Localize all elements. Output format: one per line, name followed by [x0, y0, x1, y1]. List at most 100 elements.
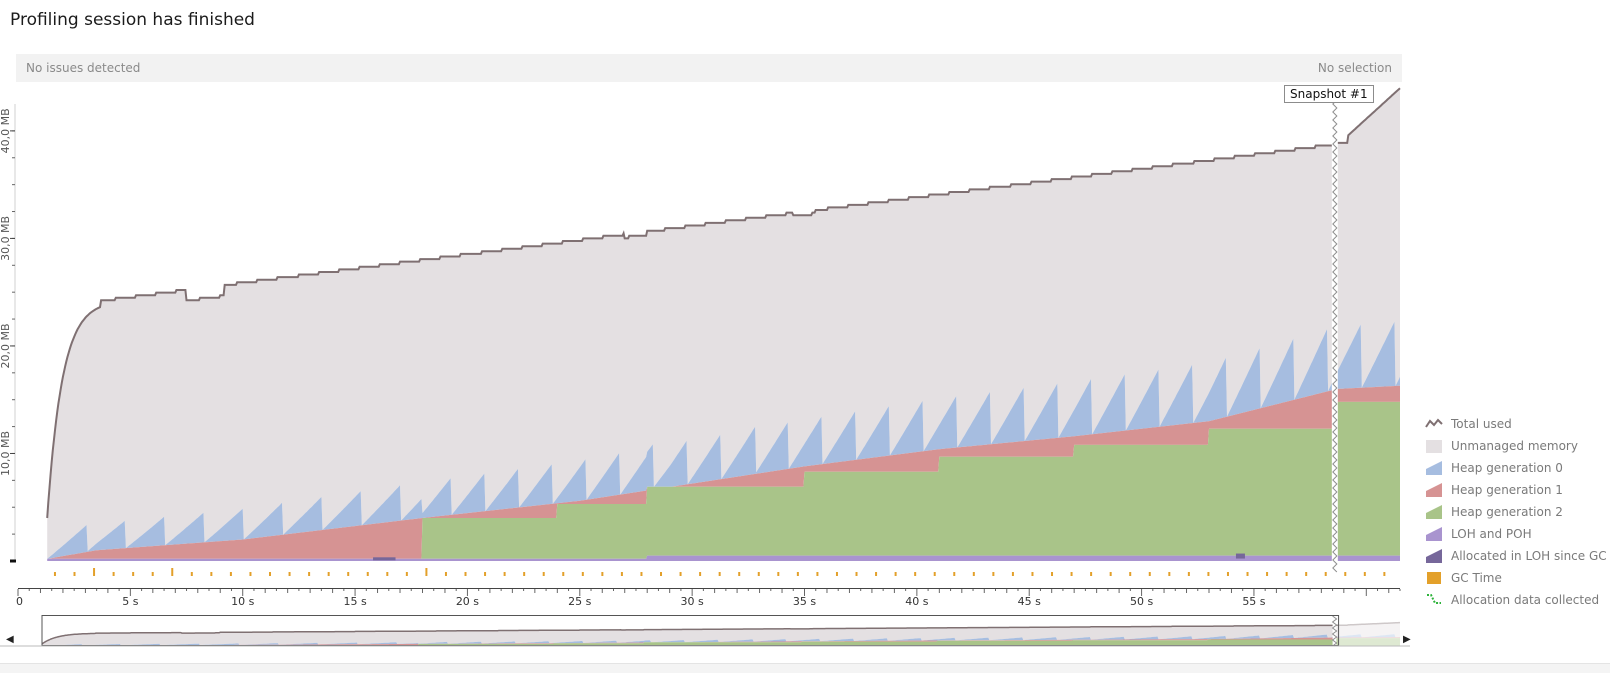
gc-time-mark: [523, 572, 526, 576]
scroll-left-icon[interactable]: ◀: [6, 634, 14, 645]
heap-gen2-icon: [1426, 505, 1442, 519]
gc-time-mark: [405, 572, 408, 576]
legend-item: Allocated in LOH since GC: [1425, 545, 1607, 567]
legend-item: LOH and POH: [1425, 523, 1607, 545]
time-tick-label: 20 s: [456, 595, 479, 608]
scroll-right-icon[interactable]: ▶: [1403, 634, 1411, 645]
legend-item: Heap generation 2: [1425, 501, 1607, 523]
issues-status: No issues detected: [26, 61, 141, 75]
gc-time-mark: [503, 572, 506, 576]
overview-navigator[interactable]: [0, 615, 1410, 647]
gc-time-mark: [53, 572, 56, 576]
gc-time-mark: [1363, 572, 1366, 576]
gc-time-mark: [444, 572, 447, 576]
gc-time-mark: [210, 572, 213, 576]
gc-time-mark: [972, 572, 975, 576]
gc-time-mark: [914, 572, 917, 576]
gc-time-mark: [679, 572, 682, 576]
y-tick-label: 30,0 MB: [0, 216, 12, 261]
gc-time-mark: [171, 568, 174, 576]
memory-chart[interactable]: 10,0 MB 20,0 MB 30,0 MB 40,0 MB: [0, 84, 1410, 584]
time-tick-label: 15 s: [343, 595, 366, 608]
gc-time-mark: [1051, 572, 1054, 576]
gc-time-mark: [151, 572, 154, 576]
gc-time-mark: [738, 572, 741, 576]
gc-time-mark: [640, 572, 643, 576]
time-tick-label: 55 s: [1242, 595, 1265, 608]
gc-time-mark: [464, 572, 467, 576]
gc-time-mark: [366, 572, 369, 576]
gc-time-mark: [249, 572, 252, 576]
gc-time-mark: [718, 572, 721, 576]
legend-label: Unmanaged memory: [1451, 439, 1578, 453]
time-tick-label: 0: [16, 595, 23, 608]
y-tick-label: 10,0 MB: [0, 431, 12, 476]
legend-label: Heap generation 1: [1451, 483, 1563, 497]
gc-time-mark: [1383, 572, 1386, 576]
gc-time-mark: [542, 572, 545, 576]
time-tick-label: 50 s: [1130, 595, 1153, 608]
issues-bar: No issues detected No selection: [16, 54, 1402, 82]
loh-allocated-icon: [1426, 549, 1442, 563]
gc-time-mark: [1266, 572, 1269, 576]
time-tick-label: 40 s: [905, 595, 928, 608]
gc-time-mark: [73, 572, 76, 576]
time-tick-label: 45 s: [1018, 595, 1041, 608]
time-tick-label: 5 s: [122, 595, 138, 608]
y-tick-label: 20,0 MB: [0, 323, 12, 368]
gc-time-mark: [1129, 572, 1132, 576]
gc-time-mark: [1168, 572, 1171, 576]
gc-time-mark: [1090, 572, 1093, 576]
legend-item: Unmanaged memory: [1425, 435, 1607, 457]
gc-time-mark: [1305, 572, 1308, 576]
loh-allocated-mark: [373, 557, 396, 561]
gc-time-mark: [347, 572, 350, 576]
time-axis: 0 5 s 10 s 15 s 20 s 25 s 30 s 35 s 40 s 45 s 50 s…: [16, 588, 1401, 608]
overview-gen0-area: [42, 634, 1400, 646]
legend-item: Allocation data collected: [1425, 589, 1607, 611]
selection-status: No selection: [1317, 61, 1392, 75]
loh-poh-icon: [1426, 527, 1442, 541]
overview-gen2-area: [42, 638, 1400, 646]
gc-time-mark: [601, 572, 604, 576]
gc-time-mark: [757, 572, 760, 576]
gc-time-mark: [1285, 572, 1288, 576]
gc-time-mark: [1148, 572, 1151, 576]
gc-time-mark: [796, 572, 799, 576]
gc-time-mark: [699, 572, 702, 576]
heap-gen0-icon: [1426, 461, 1442, 475]
gc-time-mark: [229, 572, 232, 576]
gc-time-mark: [112, 572, 115, 576]
legend-item: Heap generation 1: [1425, 479, 1607, 501]
legend-label: Heap generation 2: [1451, 505, 1563, 519]
gc-time-mark: [855, 572, 858, 576]
gc-time-mark: [425, 568, 428, 576]
overview-total-line: [41, 621, 1400, 645]
y-tick-label: 40,0 MB: [0, 108, 12, 153]
gc-time-mark: [1011, 572, 1014, 576]
time-tick-label: 10 s: [231, 595, 254, 608]
gc-time-mark: [1226, 572, 1229, 576]
gc-time-mark: [1070, 572, 1073, 576]
gc-time-mark: [562, 572, 565, 576]
legend-label: Total used: [1451, 417, 1512, 431]
gc-time-mark: [953, 572, 956, 576]
snapshot-line: [1332, 87, 1338, 573]
gc-time-mark: [288, 572, 291, 576]
gc-time-mark: [933, 572, 936, 576]
heap-gen1-icon: [1426, 483, 1442, 497]
time-tick-label: 35 s: [793, 595, 816, 608]
gc-time-mark: [1187, 572, 1190, 576]
unmanaged-memory-area: [47, 88, 1401, 559]
legend-item: Total used: [1425, 413, 1607, 435]
gc-time-mark: [992, 572, 995, 576]
overview-snapshot-line: [1331, 615, 1338, 647]
snapshot-marker[interactable]: Snapshot #1: [1284, 85, 1374, 103]
gc-time-mark: [1031, 572, 1034, 576]
status-bar: [0, 663, 1610, 673]
allocation-data-icon: [1427, 594, 1441, 604]
gc-time-mark: [835, 572, 838, 576]
gc-time-mark: [327, 572, 330, 576]
gc-time-mark: [1207, 572, 1210, 576]
gc-time-mark: [875, 572, 878, 576]
